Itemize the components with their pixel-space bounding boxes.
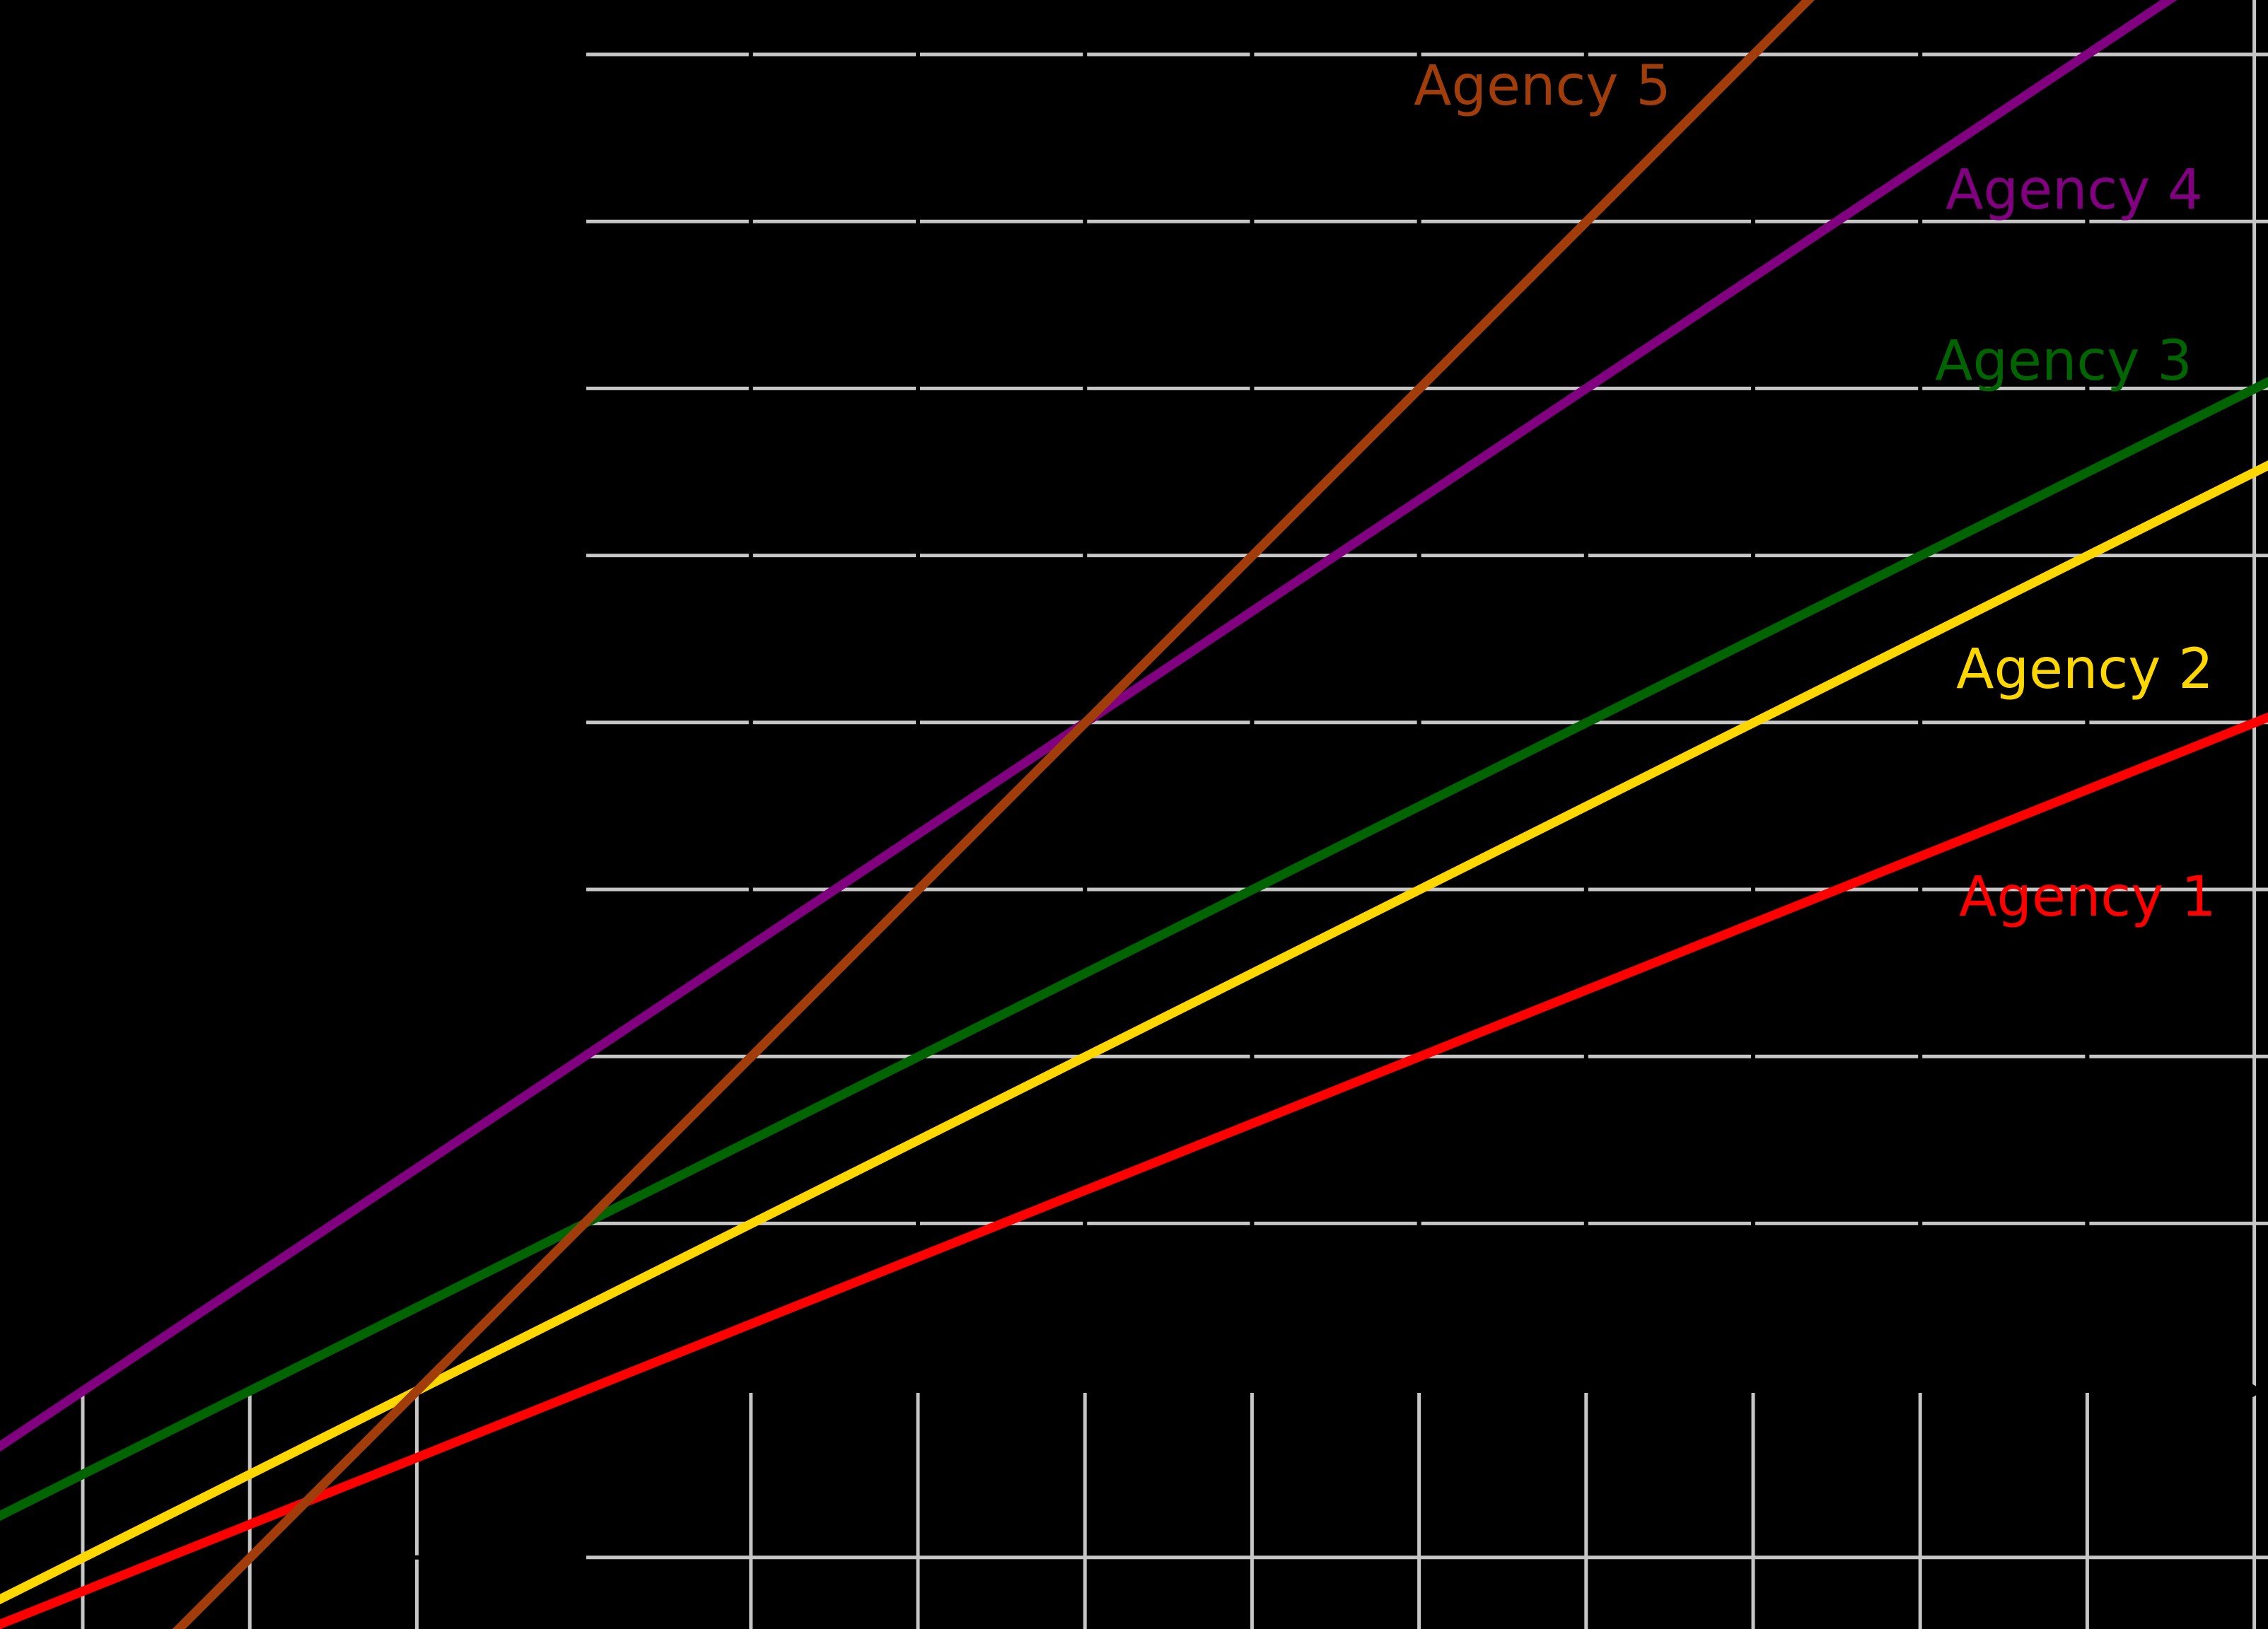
series-line-agency-3	[0, 377, 2268, 1522]
x-axis-arrowhead	[2243, 1379, 2264, 1403]
y-axis-arrowhead	[572, 4, 596, 24]
series-label-agency-2: Agency 2	[1956, 638, 2214, 701]
series-label-agency-4: Agency 4	[1946, 158, 2203, 222]
series-label-agency-3: Agency 3	[1935, 329, 2192, 393]
series-line-agency-4	[0, 0, 2177, 1452]
series-line-agency-1	[0, 712, 2268, 1629]
series-line-agency-2	[0, 460, 2268, 1605]
series-label-agency-1: Agency 1	[1959, 865, 2216, 929]
series-label-agency-5: Agency 5	[1414, 54, 1671, 118]
